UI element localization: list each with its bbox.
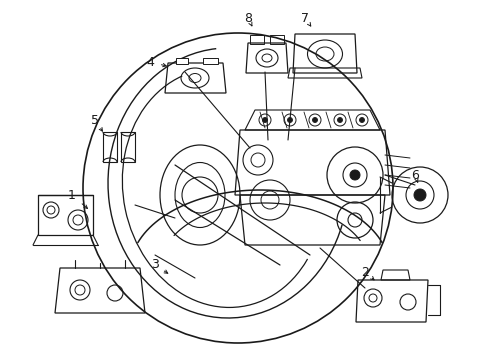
Circle shape	[262, 117, 267, 122]
Text: 2: 2	[360, 266, 368, 279]
Polygon shape	[203, 58, 218, 64]
Circle shape	[359, 117, 364, 122]
Text: 1: 1	[68, 189, 76, 202]
Polygon shape	[176, 58, 187, 64]
Text: 6: 6	[410, 168, 418, 181]
Circle shape	[287, 117, 292, 122]
Text: 8: 8	[244, 12, 251, 24]
Circle shape	[312, 117, 317, 122]
Text: 3: 3	[151, 258, 159, 271]
Text: 5: 5	[91, 113, 99, 126]
Circle shape	[337, 117, 342, 122]
Text: 4: 4	[146, 55, 154, 68]
Text: 7: 7	[301, 12, 308, 24]
Circle shape	[413, 189, 425, 201]
Circle shape	[349, 170, 359, 180]
